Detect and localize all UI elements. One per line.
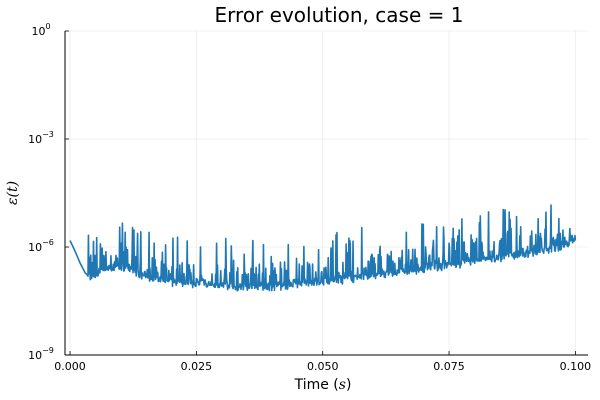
y-tick-label: 10−3 bbox=[28, 130, 54, 146]
y-tick-label: 10−6 bbox=[28, 238, 54, 254]
axes bbox=[64, 30, 588, 356]
x-axis-label: Time (s) bbox=[294, 377, 352, 393]
series-layer bbox=[69, 204, 577, 292]
x-tick-label: 0.050 bbox=[307, 360, 339, 373]
tick-labels: 0.000 0.025 0.050 0.075 0.100 100 10−3 10−6 10−9 bbox=[28, 22, 591, 373]
x-tick-label: 0.000 bbox=[54, 360, 86, 373]
y-tick-label: 10−9 bbox=[28, 346, 54, 362]
x-tick-label: 0.025 bbox=[181, 360, 213, 373]
y-tick-label: 100 bbox=[31, 22, 50, 38]
chart-title: Error evolution, case = 1 bbox=[215, 3, 464, 27]
y-axis-label: ε(t) bbox=[5, 181, 21, 205]
series-line bbox=[69, 204, 577, 292]
x-tick-label: 0.075 bbox=[433, 360, 465, 373]
x-tick-label: 0.100 bbox=[560, 360, 592, 373]
